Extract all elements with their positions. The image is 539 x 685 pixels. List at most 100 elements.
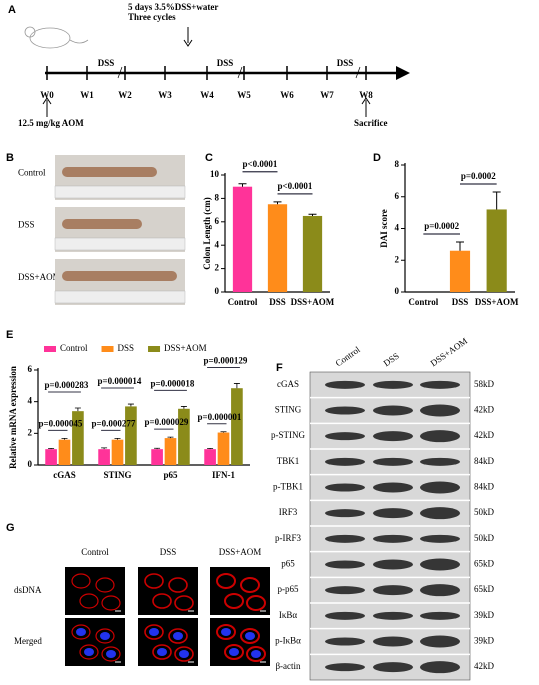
error-bar [154, 447, 161, 450]
bar [58, 439, 71, 465]
annotation: p=0.0002 [461, 171, 496, 181]
arrow-head [42, 97, 52, 105]
column-label: Control [81, 547, 109, 557]
legend-label: DSS [118, 343, 135, 353]
annotation: p=0.0002 [424, 221, 459, 231]
protein-label: TBK1 [277, 456, 300, 466]
blot-band [373, 636, 413, 647]
protein-label: p-p65 [278, 584, 299, 594]
cell [240, 628, 260, 644]
y-tick-label: 10 [210, 169, 220, 179]
error-bar [220, 431, 227, 433]
size-label: 42kD [474, 430, 495, 440]
panel-label: D [373, 152, 381, 164]
blot-band [420, 584, 460, 597]
panel-label: A [8, 4, 16, 16]
error-bar [273, 201, 282, 205]
colon [62, 271, 177, 281]
nucleus [84, 648, 94, 656]
nucleus [245, 632, 255, 640]
blot-band [325, 663, 365, 672]
cell [246, 646, 266, 662]
size-label: 42kD [474, 405, 495, 415]
ruler [54, 290, 186, 304]
protein-label: STING [275, 405, 302, 415]
nucleus [149, 628, 159, 636]
blot-band [373, 380, 413, 389]
micrograph [65, 618, 125, 666]
cycle-mark [355, 66, 361, 79]
colon [62, 219, 142, 229]
y-axis-label: DAI score [379, 209, 389, 248]
annotation: 12.5 mg/kg AOM [18, 118, 84, 128]
cycle-mark [237, 66, 243, 79]
blot-band [325, 432, 365, 441]
x-tick-label: DSS [452, 297, 469, 307]
panel-label: E [6, 329, 13, 341]
blot-band [325, 534, 365, 543]
panel-label: G [6, 522, 15, 534]
nucleus [76, 628, 86, 636]
bar [232, 186, 253, 292]
week-label: W5 [237, 90, 251, 100]
cell [79, 593, 99, 609]
nucleus [106, 650, 116, 658]
cell [246, 595, 266, 611]
blot-band [420, 430, 460, 443]
week-label: W2 [118, 90, 132, 100]
legend-label: DSS+AOM [164, 343, 207, 353]
blot-band [325, 380, 365, 389]
nucleus [251, 650, 261, 658]
size-label: 58kD [474, 379, 495, 389]
size-label: 42kD [474, 661, 495, 671]
error-bar [207, 447, 214, 450]
micrograph [65, 567, 125, 615]
blot-band [420, 558, 460, 571]
blot-band [420, 507, 460, 520]
cell [95, 577, 115, 593]
error-bar [48, 447, 55, 450]
y-tick-label: 6 [28, 364, 33, 374]
cell [144, 624, 164, 640]
ruler [54, 185, 186, 199]
blot-band [420, 380, 460, 389]
error-bar [127, 403, 134, 407]
week-label: W3 [158, 90, 172, 100]
size-label: 50kD [474, 507, 495, 517]
legend-label: Control [60, 343, 88, 353]
blot-band [373, 405, 413, 416]
x-tick-label: DSS [269, 297, 286, 307]
bar [302, 215, 323, 292]
bar [98, 449, 110, 465]
blot-band [325, 586, 365, 595]
error-bar [74, 407, 81, 412]
blot-band [325, 509, 365, 518]
y-tick-label: 4 [395, 223, 400, 233]
protein-label: IRF3 [279, 507, 298, 517]
treatment-label: DSS [337, 58, 354, 68]
nucleus [157, 648, 167, 656]
protein-label: β-actin [275, 661, 301, 671]
protein-label: p-IκBα [275, 636, 301, 646]
week-label: W0 [40, 90, 54, 100]
legend-swatch [44, 346, 56, 352]
week-label: W6 [280, 90, 294, 100]
error-bar [167, 436, 174, 439]
error-bar [238, 183, 247, 187]
y-tick-label: 8 [395, 159, 400, 169]
size-label: 84kD [474, 456, 495, 466]
row-label: Control [18, 168, 46, 178]
panel-label: F [276, 362, 283, 374]
week-label: W4 [200, 90, 214, 100]
blot-band [325, 483, 365, 492]
cell [79, 644, 99, 660]
x-tick-label: Control [408, 297, 438, 307]
blot-band [420, 481, 460, 494]
panel-label: B [6, 152, 14, 164]
cell [152, 593, 172, 609]
blot-band [373, 482, 413, 493]
bar [217, 432, 230, 465]
blot-band [373, 431, 413, 442]
annotation: p=0.000029 [145, 417, 189, 427]
